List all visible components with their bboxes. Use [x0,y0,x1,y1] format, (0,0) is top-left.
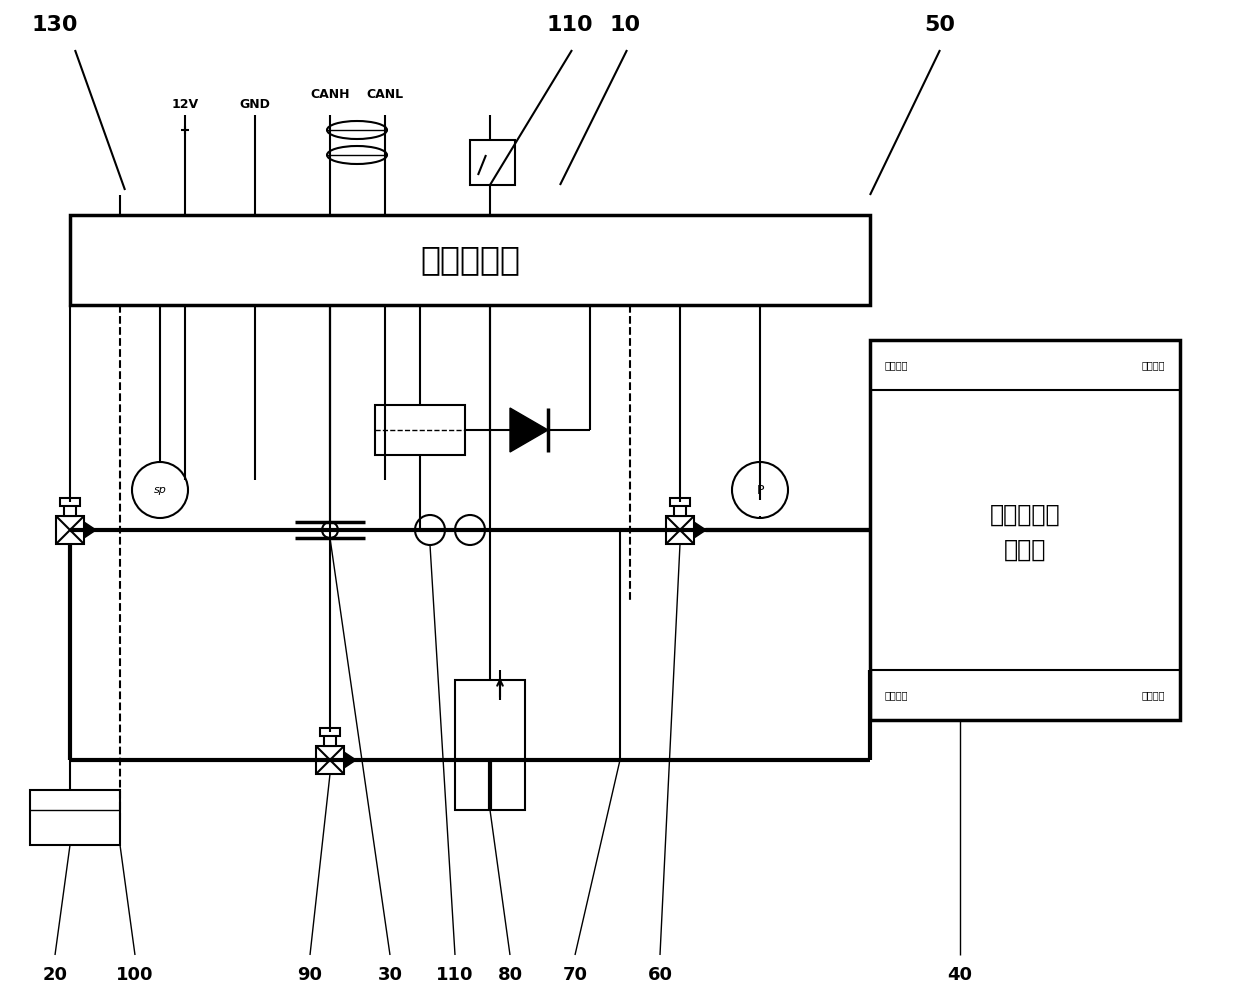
Text: 燃料电池电: 燃料电池电 [990,504,1060,527]
Bar [30,790,120,845]
Ellipse shape [327,121,387,139]
Bar [470,140,515,185]
Bar [374,405,465,455]
Text: GND: GND [239,99,270,112]
Text: CANH: CANH [310,89,350,102]
Bar [675,502,686,516]
Text: 80: 80 [497,966,522,984]
Text: P: P [756,483,764,496]
Bar [670,498,689,506]
Text: 130: 130 [32,15,78,35]
Bar [870,340,1180,720]
Text: 90: 90 [298,966,322,984]
Bar [69,215,870,305]
Bar [320,728,340,736]
Text: 20: 20 [42,966,67,984]
Text: CANL: CANL [367,89,403,102]
Bar [60,498,81,506]
Bar [324,732,336,746]
Bar [666,516,694,544]
Bar [455,680,525,810]
Polygon shape [510,408,548,452]
Ellipse shape [327,146,387,164]
Text: 阳极出口: 阳极出口 [885,690,909,700]
Text: 系统控制器: 系统控制器 [420,244,520,277]
Polygon shape [694,522,706,538]
Text: 60: 60 [647,966,672,984]
Text: 40: 40 [947,966,972,984]
Text: 12V: 12V [171,99,198,112]
Bar [56,516,84,544]
Text: 110: 110 [547,15,593,35]
Text: 110: 110 [436,966,474,984]
Text: 阴极出口: 阴极出口 [1142,690,1166,700]
Bar [316,746,343,774]
Text: 10: 10 [609,15,641,35]
Text: 30: 30 [377,966,403,984]
Text: sp: sp [154,485,166,495]
Text: 70: 70 [563,966,588,984]
Text: 50: 50 [925,15,956,35]
Text: 阴极入口: 阴极入口 [1142,359,1166,370]
Text: 100: 100 [117,966,154,984]
Polygon shape [343,752,356,768]
Text: 堆模块: 堆模块 [1004,538,1047,562]
Bar [64,502,76,516]
Polygon shape [84,522,95,538]
Text: 阳极入口: 阳极入口 [885,359,909,370]
